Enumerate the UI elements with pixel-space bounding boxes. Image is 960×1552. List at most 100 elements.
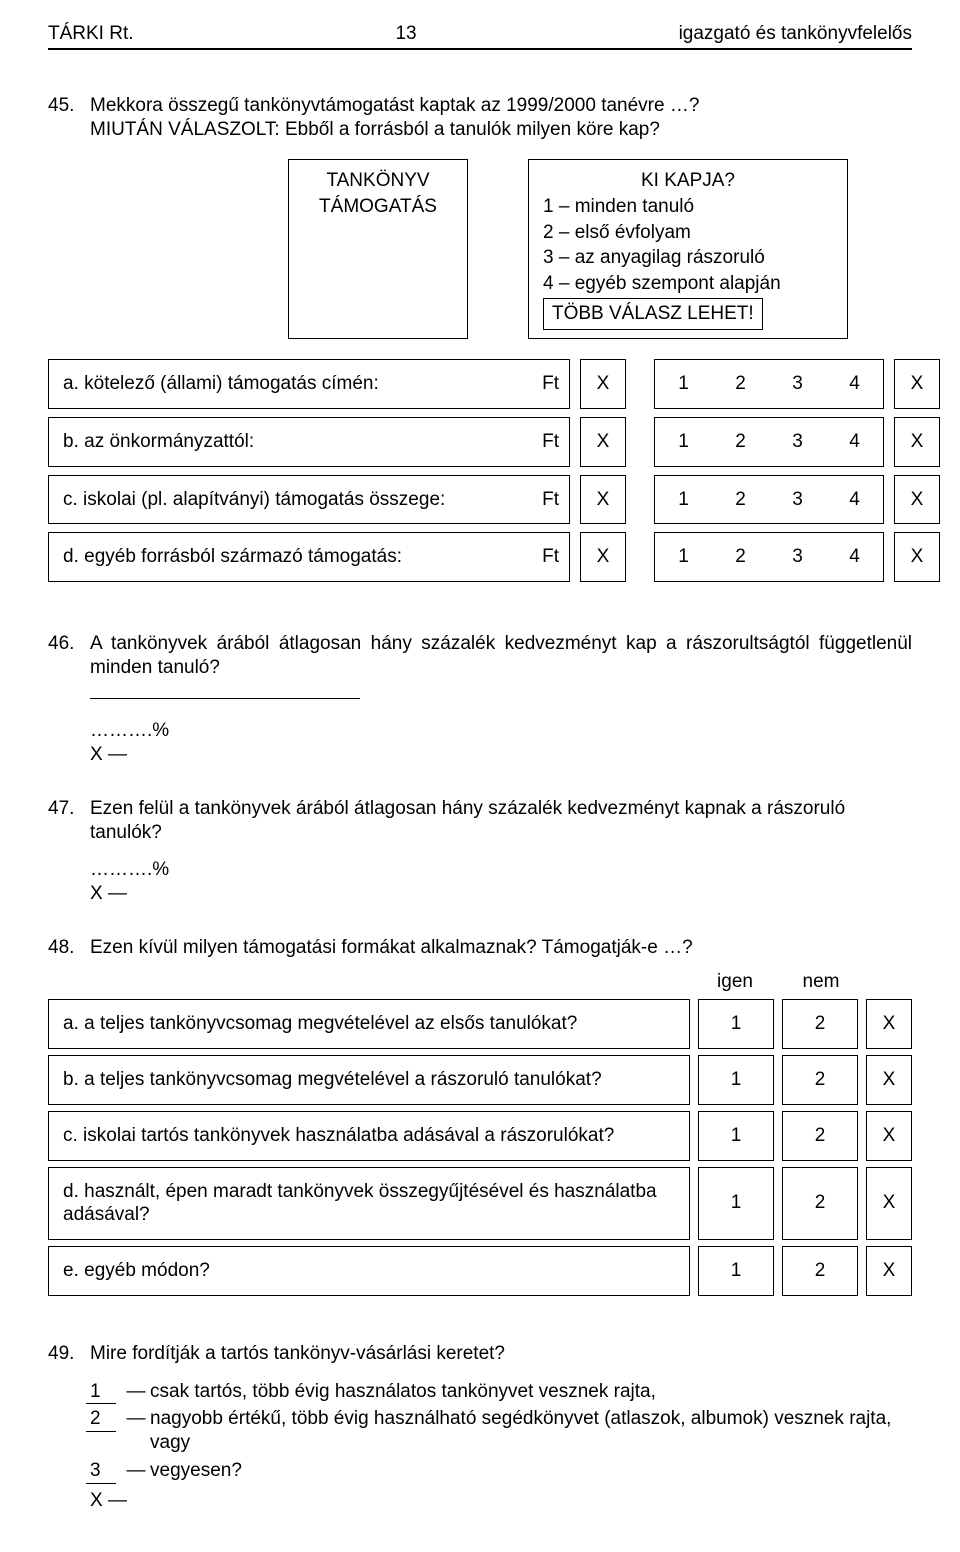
q49-opt-1: 1 — csak tartós, több évig használatos t…: [90, 1380, 912, 1404]
q45-number: 45.: [48, 94, 90, 142]
q46-xdash: X —: [90, 743, 912, 767]
q45-b-3: 3: [769, 430, 826, 454]
q48-number: 48.: [48, 936, 90, 960]
q47-answer: ……….% X —: [90, 858, 912, 906]
q48-c-no: 2: [782, 1111, 858, 1161]
q48-e-label: e. egyéb módon?: [48, 1246, 690, 1296]
dash-icon: —: [122, 1459, 150, 1483]
q45-row-b: b. az önkormányzattól: Ft X 1 2 3 4 X: [48, 417, 912, 467]
q45-d-x: X: [580, 532, 626, 582]
q45-row-c: c. iskolai (pl. alapítványi) támogatás ö…: [48, 475, 912, 525]
q45-c-ft: Ft: [503, 475, 570, 525]
q45-b-4: 4: [826, 430, 883, 454]
q45-boxright-1: 1 – minden tanuló: [543, 194, 833, 220]
q45-line1: Mekkora összegű tankönyvtámogatást kapta…: [90, 94, 912, 118]
dash-icon: —: [122, 1407, 150, 1431]
q49-opt2-num: 2: [90, 1407, 122, 1431]
q45-b-label: b. az önkormányzattól:: [48, 417, 503, 467]
q45-d-label: d. egyéb forrásból származó támogatás:: [48, 532, 503, 582]
q48-a-no: 2: [782, 999, 858, 1049]
q45-c-label: c. iskolai (pl. alapítványi) támogatás ö…: [48, 475, 503, 525]
q48-b-x: X: [866, 1055, 912, 1105]
q48-head-no: nem: [782, 970, 860, 994]
q45-boxes: TANKÖNYV TÁMOGATÁS KI KAPJA? 1 – minden …: [48, 159, 912, 339]
q45-a-1: 1: [655, 372, 712, 396]
q46-text: A tankönyvek árából átlagosan hány száza…: [90, 632, 912, 680]
q45-d-opts: 1 2 3 4: [654, 532, 884, 582]
q45-b-ft: Ft: [503, 417, 570, 467]
q48-a-label: a. a teljes tankönyvcsomag megvételével …: [48, 999, 690, 1049]
q45-d-2: 2: [712, 545, 769, 569]
question-48: 48. Ezen kívül milyen támogatási formáka…: [48, 936, 912, 1296]
question-46: 46. A tankönyvek árából átlagosan hány s…: [48, 632, 912, 767]
q45-c-3: 3: [769, 488, 826, 512]
q45-line2: MIUTÁN VÁLASZOLT: Ebből a forrásból a ta…: [90, 118, 912, 142]
q48-b-yes: 1: [698, 1055, 774, 1105]
q48-table: igen nem a. a teljes tankönyvcsomag megv…: [48, 970, 912, 1296]
q45-b-2: 2: [712, 430, 769, 454]
q48-text: Ezen kívül milyen támogatási formákat al…: [90, 936, 912, 960]
q45-b-1: 1: [655, 430, 712, 454]
q45-c-x2: X: [894, 475, 940, 525]
dash-icon: —: [122, 1380, 150, 1404]
q45-c-1: 1: [655, 488, 712, 512]
q48-a-x: X: [866, 999, 912, 1049]
q45-d-1: 1: [655, 545, 712, 569]
header-rule: [48, 48, 912, 50]
q49-opt3-num: 3: [90, 1459, 122, 1483]
q49-opt3-text: vegyesen?: [150, 1459, 912, 1483]
q49-opt-3: 3 — vegyesen?: [90, 1459, 912, 1483]
q45-a-ft: Ft: [503, 359, 570, 409]
q47-text: Ezen felül a tankönyvek árából átlagosan…: [90, 797, 912, 845]
q49-text: Mire fordítják a tartós tankönyv-vásárlá…: [90, 1342, 912, 1366]
q48-c-label: c. iskolai tartós tankönyvek használatba…: [48, 1111, 690, 1161]
q48-b-label: b. a teljes tankönyvcsomag megvételével …: [48, 1055, 690, 1105]
q49-opt-2: 2 — nagyobb értékű, több évig használhat…: [90, 1407, 912, 1455]
q45-box-right: KI KAPJA? 1 – minden tanuló 2 – első évf…: [528, 159, 848, 339]
question-49: 49. Mire fordítják a tartós tankönyv-vás…: [48, 1342, 912, 1513]
q45-boxright-2: 2 – első évfolyam: [543, 220, 833, 246]
q49-opt1-text: csak tartós, több évig használatos tankö…: [150, 1380, 912, 1404]
q48-row-a: a. a teljes tankönyvcsomag megvételével …: [48, 999, 912, 1049]
q45-d-3: 3: [769, 545, 826, 569]
q48-row-e: e. egyéb módon? 1 2 X: [48, 1246, 912, 1296]
q45-b-x2: X: [894, 417, 940, 467]
q45-boxright-4: 4 – egyéb szempont alapján: [543, 271, 833, 297]
q45-c-2: 2: [712, 488, 769, 512]
header-left: TÁRKI Rt.: [48, 22, 134, 46]
q45-boxleft-l1: TANKÖNYV: [303, 168, 453, 194]
q45-b-opts: 1 2 3 4: [654, 417, 884, 467]
q45-row-d: d. egyéb forrásból származó támogatás: F…: [48, 532, 912, 582]
q49-number: 49.: [48, 1342, 90, 1366]
q45-boxright-multi: TÖBB VÁLASZ LEHET!: [543, 298, 763, 330]
q45-c-opts: 1 2 3 4: [654, 475, 884, 525]
q48-row-b: b. a teljes tankönyvcsomag megvételével …: [48, 1055, 912, 1105]
q46-underline: [90, 698, 360, 699]
q45-d-x2: X: [894, 532, 940, 582]
q48-d-x: X: [866, 1167, 912, 1241]
page-header: TÁRKI Rt. 13 igazgató és tankönyvfelelős: [48, 22, 912, 48]
q45-a-x2: X: [894, 359, 940, 409]
q47-pct: ……….%: [90, 858, 912, 882]
q46-number: 46.: [48, 632, 90, 680]
q48-d-yes: 1: [698, 1167, 774, 1241]
q48-d-label: d. használt, épen maradt tankönyvek össz…: [48, 1167, 690, 1241]
q48-d-no: 2: [782, 1167, 858, 1241]
q48-head: igen nem: [48, 970, 912, 994]
header-right: igazgató és tankönyvfelelős: [679, 22, 912, 46]
q45-boxright-3: 3 – az anyagilag rászoruló: [543, 245, 833, 271]
q45-a-x: X: [580, 359, 626, 409]
q45-d-ft: Ft: [503, 532, 570, 582]
q48-row-c: c. iskolai tartós tankönyvek használatba…: [48, 1111, 912, 1161]
q45-c-x: X: [580, 475, 626, 525]
q48-e-x: X: [866, 1246, 912, 1296]
q45-text: Mekkora összegű tankönyvtámogatást kapta…: [90, 94, 912, 142]
q45-a-2: 2: [712, 372, 769, 396]
page: TÁRKI Rt. 13 igazgató és tankönyvfelelős…: [0, 0, 960, 1552]
q45-a-opts: 1 2 3 4: [654, 359, 884, 409]
q45-table: a. kötelező (állami) támogatás címén: Ft…: [48, 359, 912, 582]
q45-a-3: 3: [769, 372, 826, 396]
q48-head-yes: igen: [696, 970, 774, 994]
question-47: 47. Ezen felül a tankönyvek árából átlag…: [48, 797, 912, 906]
q45-a-4: 4: [826, 372, 883, 396]
